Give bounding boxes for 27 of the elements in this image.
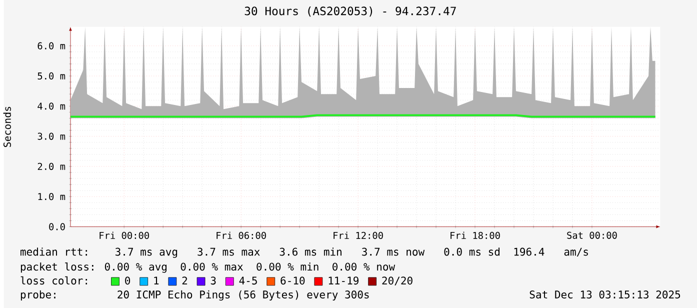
x-tick-label: Fri 00:00 [100, 232, 149, 239]
legend-label: 1 [154, 276, 159, 284]
y-tick-label: 1.0 m [38, 192, 66, 200]
x-tick-label: Fri 18:00 [450, 232, 500, 239]
y-tick-label: 6.0 m [38, 42, 66, 50]
y-axis-title: Seconds [3, 106, 11, 147]
legend-title: loss color: [20, 276, 88, 284]
x-tick-label: Fri 06:00 [216, 232, 266, 239]
text: Sat Dec 13 03:15:13 2025 [530, 290, 680, 298]
y-tick-label: 5.0 m [38, 72, 66, 80]
legend-label: 6-10 [280, 276, 305, 284]
chart-title: 30 Hours (AS202053) - 94.237.47 [244, 6, 456, 16]
x-tick-label: Sat 00:00 [567, 232, 617, 239]
y-tick-label: 4.0 m [38, 102, 66, 110]
text: probe: 20 ICMP Echo Pings (56 Bytes) every 300s [20, 290, 369, 300]
legend-label: 20/20 [382, 276, 412, 286]
y-tick-label: 3.0 m [38, 132, 66, 140]
text: packet loss: 0.00 % avg 0.00 % max 0.00 % min 0.00 % now [20, 262, 396, 273]
x-tick-label: Fri 12:00 [334, 232, 383, 239]
legend-label: 0 [125, 276, 130, 284]
legend-label: 3 [210, 276, 216, 284]
y-tick-label: 0.0 [49, 223, 65, 230]
y-tick-label: 2.0 m [38, 162, 66, 170]
text: median rtt: 3.7 ms avg 3.7 ms max 3.6 ms min 3.7 ms now 0.0 ms sd 196.4 am/s [20, 247, 588, 258]
legend-label: 11-19 [328, 276, 358, 284]
legend-label: 4-5 [239, 276, 257, 284]
legend-label: 2 [182, 276, 188, 284]
